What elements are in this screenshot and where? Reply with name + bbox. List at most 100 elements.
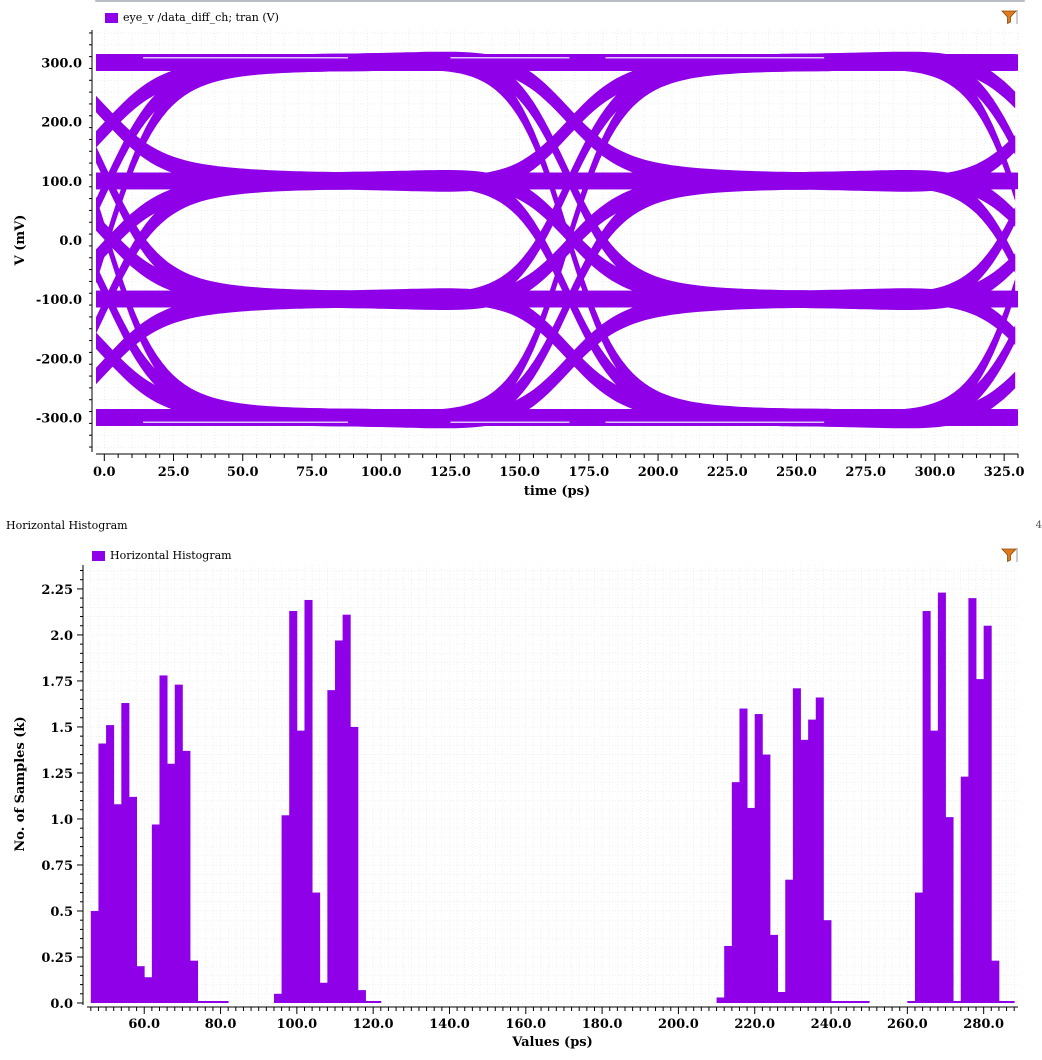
hist-x-axis-title: Values (ps) xyxy=(511,1035,593,1050)
histogram-bar xyxy=(922,611,931,1003)
hist-x-tick-label: 240.0 xyxy=(811,1017,852,1032)
histogram-bar xyxy=(151,824,160,1003)
hist-x-tick-label: 140.0 xyxy=(429,1017,470,1032)
histogram-bar xyxy=(930,730,939,1003)
hist-y-tick-label: 0.25 xyxy=(41,951,73,966)
eye-level-band xyxy=(96,290,1018,308)
histogram-bar xyxy=(144,977,153,1003)
hist-y-tick-label: 0.0 xyxy=(50,997,73,1012)
eye-level-band xyxy=(96,54,1018,71)
hist-x-tick-label: 60.0 xyxy=(128,1017,160,1032)
eye-y-tick-label: 100.0 xyxy=(41,175,82,190)
histogram-bar xyxy=(815,697,824,1003)
hist-plot-area xyxy=(87,565,1018,1003)
hist-bars xyxy=(90,592,1015,1003)
eye-legend[interactable]: eye_v /data_diff_ch; tran (V) xyxy=(105,11,279,24)
histogram-bar xyxy=(273,993,282,1003)
histogram-bar xyxy=(785,879,794,1003)
histogram-bar xyxy=(976,679,985,1003)
eye-x-tick-label: 100.0 xyxy=(361,465,402,480)
eye-x-tick-label: 50.0 xyxy=(227,465,259,480)
histogram-bar xyxy=(823,920,832,1003)
eye-diagram-chart: 300.0 200.0 100.0 0.0 -100.0 -200.0 -300.0 0.0 2… xyxy=(13,30,1025,499)
histogram-bar xyxy=(98,743,107,1003)
hist-y-tick-label: 1.75 xyxy=(41,675,73,690)
histogram-bar xyxy=(90,910,99,1003)
eye-y-tick-label: -200.0 xyxy=(36,352,82,367)
hist-x-tick-label: 80.0 xyxy=(205,1017,237,1032)
histogram-bar xyxy=(106,725,115,1003)
eye-y-tick-label: 300.0 xyxy=(41,57,82,72)
eye-x-tick-label: 325.0 xyxy=(984,465,1025,480)
histogram-bar xyxy=(937,592,946,1003)
hist-y-axis-title: No. of Samples (k) xyxy=(13,716,28,851)
eye-x-tick-label: 175.0 xyxy=(568,465,609,480)
histogram-bar xyxy=(197,1001,206,1003)
histogram-bar xyxy=(777,991,786,1003)
histogram-bar xyxy=(960,776,969,1003)
filter-icon[interactable] xyxy=(1000,547,1018,563)
eye-y-axis-title: V (mV) xyxy=(13,215,28,267)
histogram-bar xyxy=(838,1001,847,1003)
histogram-chart: 0.0 0.25 0.5 0.75 1.0 1.25 1.5 1.75 2.0 2.25 60.0 8… xyxy=(13,565,1018,1050)
eye-trace-band xyxy=(96,54,1016,284)
eye-x-tick-label: 0.0 xyxy=(93,465,116,480)
eye-x-tick-label: 25.0 xyxy=(158,465,190,480)
histogram-bar xyxy=(998,1001,1007,1003)
histogram-bar xyxy=(953,1001,962,1003)
filter-icon[interactable] xyxy=(1000,9,1018,25)
histogram-bar xyxy=(945,817,954,1003)
hist-x-tick-label: 260.0 xyxy=(887,1017,928,1032)
hist-y-tick-label: 2.25 xyxy=(41,583,73,598)
histogram-legend-label: Horizontal Histogram xyxy=(110,549,232,562)
histogram-bar xyxy=(212,1001,221,1003)
histogram-bar xyxy=(861,1001,870,1003)
histogram-bar xyxy=(724,945,733,1003)
histogram-bar xyxy=(220,1001,229,1003)
eye-x-tick-label: 125.0 xyxy=(430,465,471,480)
histogram-bar xyxy=(846,1001,855,1003)
histogram-panel-title: Horizontal Histogram xyxy=(6,519,128,532)
histogram-bar xyxy=(350,726,359,1003)
eye-x-axis-title: time (ps) xyxy=(524,484,590,499)
histogram-legend[interactable]: Horizontal Histogram xyxy=(92,549,232,562)
hist-y-tick-label: 2.0 xyxy=(50,629,73,644)
histogram-bar xyxy=(342,614,351,1003)
histogram-bar xyxy=(373,1001,382,1003)
histogram-bar xyxy=(190,960,199,1003)
hist-x-tick-label: 220.0 xyxy=(734,1017,775,1032)
eye-level-band xyxy=(96,172,1018,190)
histogram-bar xyxy=(281,815,290,1003)
histogram-bar xyxy=(808,719,817,1003)
eye-traces xyxy=(96,51,1018,429)
histogram-bar xyxy=(304,599,313,1003)
histogram-bar xyxy=(128,796,138,1003)
histogram-bar xyxy=(174,684,183,1003)
histogram-bar xyxy=(747,807,756,1003)
histogram-bar xyxy=(1006,1001,1015,1003)
eye-y-tick-label: -300.0 xyxy=(36,411,82,426)
histogram-bar xyxy=(831,1001,840,1003)
histogram-bar xyxy=(731,782,740,1003)
eye-legend-label: eye_v /data_diff_ch; tran (V) xyxy=(123,11,279,24)
histogram-bar xyxy=(365,1001,374,1003)
eye-x-tick-label: 275.0 xyxy=(845,465,886,480)
histogram-bar xyxy=(739,708,748,1003)
histogram-bar xyxy=(792,688,801,1003)
eye-rail-gaps xyxy=(143,57,825,423)
histogram-bar xyxy=(205,1001,214,1003)
histogram-legend-swatch xyxy=(92,550,105,561)
histogram-bar xyxy=(296,730,305,1003)
hist-x-tick-label: 180.0 xyxy=(582,1017,623,1032)
histogram-bar xyxy=(327,690,336,1003)
histogram-bar xyxy=(769,934,779,1003)
histogram-bar xyxy=(136,966,145,1003)
histogram-bar xyxy=(991,960,1000,1003)
histogram-bar xyxy=(983,625,992,1003)
eye-legend-swatch xyxy=(105,12,118,23)
hist-y-tick-label: 1.0 xyxy=(50,813,73,828)
histogram-bar xyxy=(800,739,809,1003)
hist-y-tick-label: 0.5 xyxy=(50,905,73,920)
eye-y-tick-label: 200.0 xyxy=(41,116,82,131)
hist-x-tick-label: 100.0 xyxy=(276,1017,317,1032)
